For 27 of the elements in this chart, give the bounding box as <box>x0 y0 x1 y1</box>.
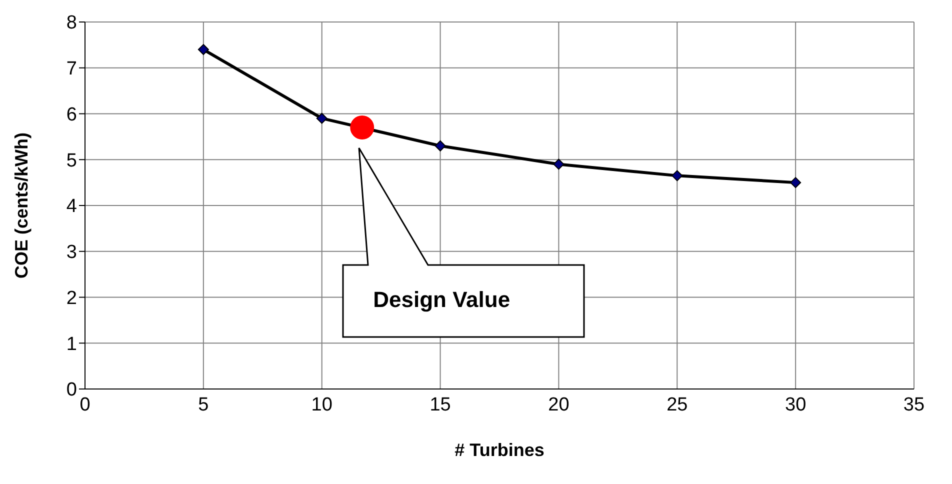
y-tick-label: 1 <box>66 334 77 355</box>
y-tick-label: 8 <box>66 12 77 34</box>
point <box>553 158 564 170</box>
point <box>316 112 328 124</box>
y-tick-label: 5 <box>66 150 77 172</box>
point <box>198 44 209 56</box>
x-tick-label: 35 <box>903 394 925 416</box>
x-tick-label: 10 <box>311 394 332 416</box>
y-tick-label: 7 <box>66 58 77 80</box>
point <box>434 140 446 152</box>
y-tick-label: 4 <box>66 196 78 218</box>
x-axis-title: # Turbines <box>454 440 544 460</box>
point <box>350 116 374 140</box>
x-tick-label: 0 <box>80 394 90 416</box>
x-tick-label: 20 <box>548 394 570 416</box>
y-tick-label: 6 <box>66 104 77 126</box>
y-tick-label: 0 <box>66 380 77 401</box>
y-tick-label: 2 <box>66 288 77 309</box>
x-tick-label: 15 <box>430 394 451 416</box>
x-tick-label: 25 <box>666 394 688 416</box>
annotation: Design Value <box>373 286 510 312</box>
y-tick-label: 3 <box>66 242 77 264</box>
point <box>790 177 802 188</box>
x-tick-label: 30 <box>785 394 806 416</box>
y-axis-title: COE (cents/kWh) <box>11 132 32 279</box>
point <box>672 170 683 182</box>
x-tick-label: 5 <box>198 394 209 416</box>
